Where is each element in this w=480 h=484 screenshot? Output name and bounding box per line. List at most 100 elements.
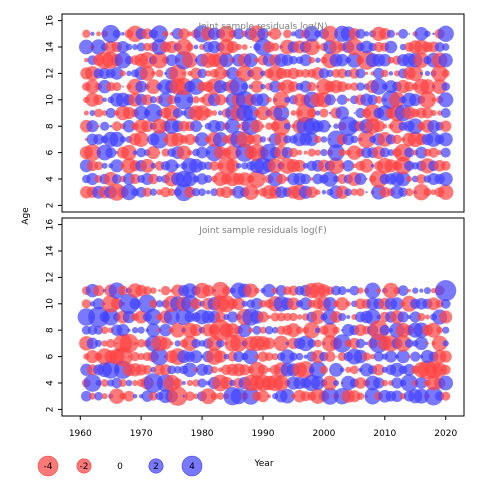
residual-bubble bbox=[96, 31, 101, 37]
residual-bubble bbox=[442, 326, 450, 334]
residual-bubble bbox=[442, 340, 449, 347]
residual-bubble bbox=[95, 380, 102, 386]
residual-bubble bbox=[255, 105, 271, 121]
residual-bubble bbox=[355, 68, 366, 79]
residual-bubble bbox=[350, 82, 359, 91]
y-tick-label: 6 bbox=[46, 149, 56, 155]
residual-bubble bbox=[290, 110, 297, 116]
residual-bubble bbox=[321, 387, 339, 405]
residual-bubble bbox=[100, 379, 109, 387]
residual-bubble bbox=[314, 135, 322, 144]
residual-bubble bbox=[148, 391, 158, 401]
residual-bubble bbox=[286, 111, 289, 115]
residual-bubble bbox=[362, 352, 371, 361]
y-tick-label: 8 bbox=[46, 327, 56, 333]
residual-bubble bbox=[181, 381, 186, 385]
residual-bubble bbox=[424, 314, 431, 320]
residual-bubble bbox=[370, 163, 375, 168]
residual-bubble bbox=[122, 106, 136, 120]
residual-bubble bbox=[143, 373, 164, 393]
residual-bubble bbox=[335, 297, 349, 311]
residual-bubble bbox=[297, 335, 314, 352]
residual-bubble bbox=[136, 42, 146, 52]
residual-bubble bbox=[427, 297, 440, 311]
residual-bubble bbox=[102, 308, 120, 326]
residual-bubble bbox=[409, 311, 421, 323]
residual-bubble bbox=[413, 183, 430, 201]
residual-bubble bbox=[424, 30, 431, 37]
residual-bubble bbox=[307, 148, 316, 157]
residual-bubble bbox=[376, 288, 382, 293]
residual-bubble bbox=[90, 31, 95, 36]
residual-bubble bbox=[220, 376, 233, 390]
residual-bubble bbox=[259, 136, 267, 143]
residual-bubble bbox=[297, 361, 315, 379]
residual-bubble bbox=[352, 163, 357, 169]
residual-bubble bbox=[407, 288, 411, 293]
residual-bubble bbox=[428, 147, 439, 158]
residual-bubble bbox=[408, 32, 411, 35]
residual-bubble bbox=[318, 68, 330, 79]
residual-bubble bbox=[205, 189, 211, 195]
residual-bubble bbox=[165, 159, 179, 173]
residual-bubble bbox=[391, 377, 403, 389]
residual-bubble bbox=[191, 338, 201, 348]
residual-bubble bbox=[111, 121, 122, 132]
residual-bubble bbox=[438, 375, 454, 391]
residual-bubble bbox=[117, 285, 128, 296]
residual-bubble bbox=[145, 308, 162, 326]
y-tick-label: 12 bbox=[46, 68, 56, 79]
residual-bubble bbox=[436, 326, 443, 334]
residual-bubble bbox=[342, 133, 355, 146]
residual-bubble bbox=[359, 158, 374, 173]
residual-bubble bbox=[151, 71, 156, 76]
residual-bubble bbox=[439, 350, 452, 363]
residual-bubble bbox=[276, 312, 286, 322]
residual-bubble bbox=[196, 146, 208, 159]
residual-bubble bbox=[283, 312, 292, 322]
y-tick-label: 16 bbox=[46, 15, 56, 27]
residual-bubble bbox=[210, 392, 219, 400]
residual-bubble bbox=[424, 386, 443, 406]
residual-bubble bbox=[426, 342, 429, 345]
residual-bubble bbox=[378, 27, 391, 40]
residual-bubble bbox=[94, 161, 103, 171]
residual-bubble bbox=[438, 184, 454, 200]
residual-bubble bbox=[125, 43, 133, 51]
residual-bubble bbox=[173, 365, 182, 374]
residual-bubble bbox=[236, 65, 253, 82]
legend-bubble bbox=[37, 455, 59, 477]
residual-bubble bbox=[212, 132, 228, 147]
residual-bubble bbox=[383, 282, 399, 299]
residual-bubble bbox=[106, 338, 116, 348]
residual-bubble bbox=[300, 173, 311, 185]
residual-bubble bbox=[237, 172, 252, 186]
residual-bubble bbox=[335, 53, 349, 67]
residual-bubble bbox=[215, 120, 226, 132]
residual-bubble bbox=[197, 68, 207, 79]
residual-bubble bbox=[132, 44, 139, 50]
residual-bubble bbox=[119, 136, 127, 143]
residual-bubble bbox=[189, 324, 203, 337]
residual-bubble bbox=[348, 390, 361, 403]
residual-bubble bbox=[315, 189, 321, 195]
residual-bubble bbox=[363, 31, 370, 37]
residual-bubble bbox=[286, 323, 301, 338]
residual-bubble bbox=[109, 388, 125, 404]
residual-bubble bbox=[237, 323, 252, 338]
residual-bubble bbox=[217, 110, 223, 116]
residual-bubble bbox=[261, 177, 265, 181]
residual-bubble bbox=[420, 79, 435, 95]
legend-bubble bbox=[148, 458, 164, 474]
residual-bubble bbox=[307, 108, 317, 118]
residual-bubble bbox=[173, 378, 183, 388]
residual-bubble bbox=[93, 134, 104, 145]
residual-bubble bbox=[367, 94, 378, 106]
residual-bubble bbox=[372, 120, 385, 133]
residual-bubble bbox=[407, 118, 424, 135]
residual-bubble bbox=[431, 97, 436, 102]
residual-bubble bbox=[414, 336, 429, 351]
residual-bubble bbox=[398, 28, 409, 39]
residual-bubble bbox=[251, 134, 263, 145]
residual-bubble bbox=[123, 390, 135, 402]
